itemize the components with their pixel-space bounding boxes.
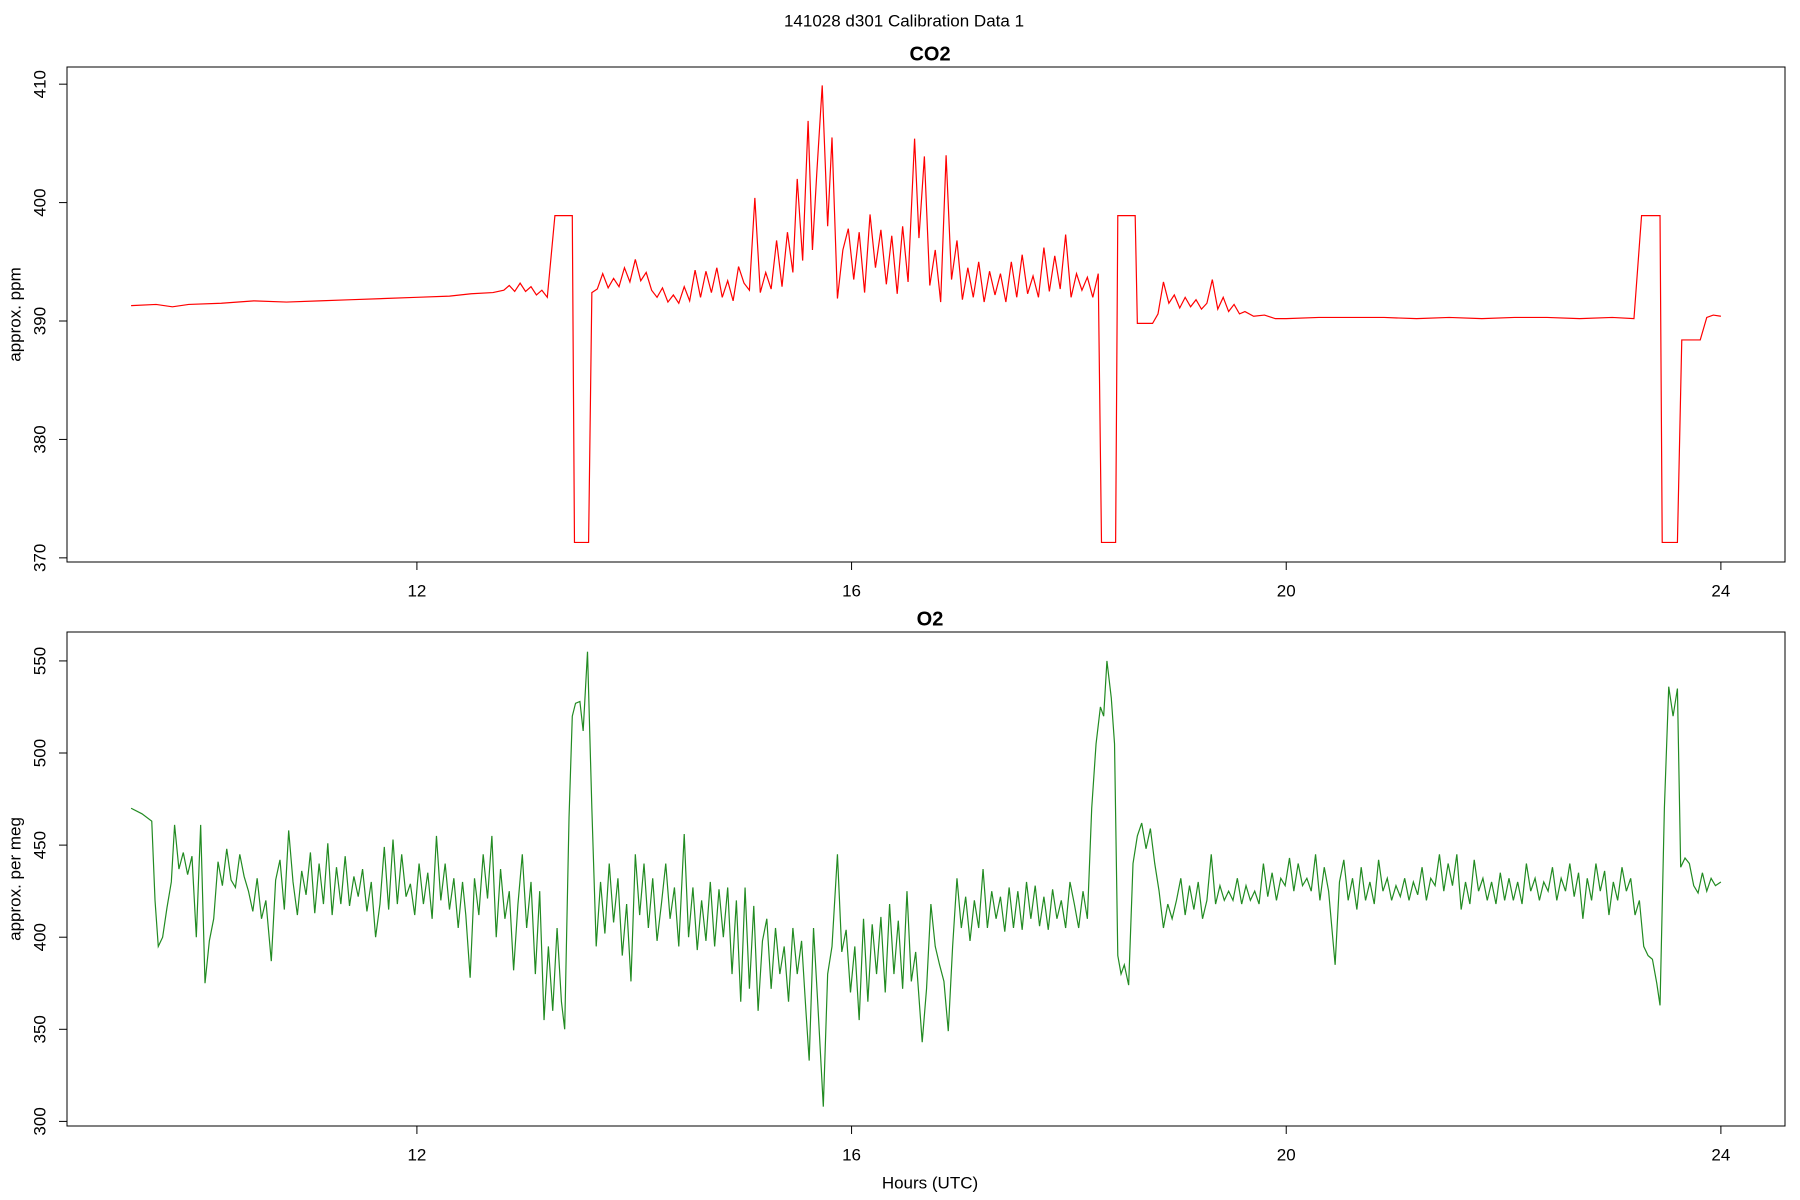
chart-title: CO2 <box>909 43 950 65</box>
y-tick-label: 400 <box>30 923 49 951</box>
y-tick-label: 390 <box>30 307 49 335</box>
data-line <box>130 651 1722 1107</box>
plot-frame <box>66 631 1786 1127</box>
y-tick-label: 500 <box>30 739 49 767</box>
chart-title: O2 <box>917 608 944 630</box>
data-line <box>131 85 1721 544</box>
x-axis-label: Hours (UTC) <box>882 1173 978 1192</box>
y-axis-label: approx. ppm <box>5 267 24 362</box>
page-title: 141028 d301 Calibration Data 1 <box>784 11 1024 30</box>
y-tick-label: 410 <box>30 70 49 98</box>
x-tick-label: 24 <box>1711 1145 1730 1164</box>
y-tick-label: 450 <box>30 831 49 859</box>
y-axis-label: approx. per meg <box>5 817 24 941</box>
y-tick-label: 550 <box>30 647 49 675</box>
plot-frame <box>66 66 1786 563</box>
x-tick-label: 20 <box>1277 581 1296 600</box>
y-tick-label: 400 <box>30 188 49 216</box>
y-tick-label: 300 <box>30 1107 49 1135</box>
x-tick-label: 12 <box>407 1145 426 1164</box>
x-tick-label: 12 <box>407 581 426 600</box>
x-tick-label: 20 <box>1277 1145 1296 1164</box>
y-tick-label: 370 <box>30 544 49 572</box>
x-tick-label: 16 <box>842 581 861 600</box>
x-tick-label: 16 <box>842 1145 861 1164</box>
x-tick-label: 24 <box>1711 581 1730 600</box>
y-tick-label: 380 <box>30 425 49 453</box>
y-tick-label: 350 <box>30 1015 49 1043</box>
